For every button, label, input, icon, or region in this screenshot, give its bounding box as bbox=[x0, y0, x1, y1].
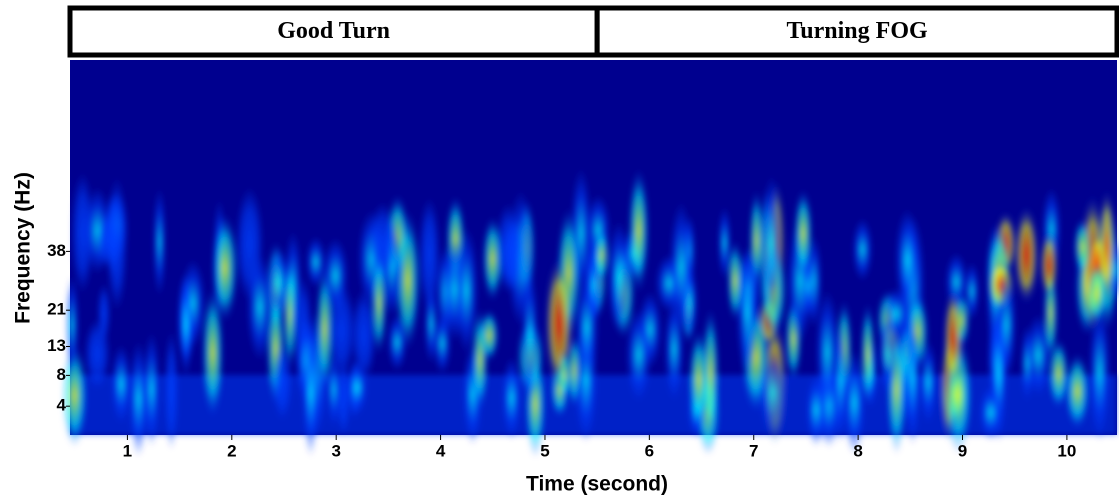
blob bbox=[1088, 303, 1111, 442]
x-tick-label: 1 bbox=[123, 441, 132, 460]
blob bbox=[626, 308, 652, 402]
x-tick-label: 5 bbox=[540, 441, 549, 460]
blob bbox=[964, 262, 980, 321]
blob bbox=[65, 275, 79, 375]
blob bbox=[351, 289, 377, 383]
intensity bbox=[62, 167, 1119, 458]
blob bbox=[794, 189, 813, 278]
x-tick-label: 9 bbox=[958, 441, 967, 460]
blob bbox=[1020, 324, 1034, 402]
blob bbox=[129, 340, 148, 458]
y-tick-label: 21 bbox=[47, 300, 66, 319]
blob bbox=[212, 214, 238, 323]
blob bbox=[153, 187, 166, 297]
blob bbox=[97, 283, 110, 344]
blob bbox=[306, 236, 326, 288]
blob bbox=[852, 218, 873, 282]
blob bbox=[111, 344, 132, 425]
blob bbox=[1014, 206, 1039, 304]
blob bbox=[718, 206, 731, 280]
y-tick-label: 13 bbox=[47, 336, 66, 355]
blob bbox=[833, 321, 848, 444]
segment-box bbox=[67, 5, 600, 58]
blob bbox=[62, 344, 87, 447]
blob bbox=[727, 240, 743, 322]
blob bbox=[861, 302, 875, 407]
blob bbox=[558, 349, 571, 401]
x-tick-label: 10 bbox=[1057, 441, 1076, 460]
x-tick-label: 8 bbox=[853, 441, 862, 460]
blob bbox=[327, 282, 356, 379]
blob bbox=[164, 330, 179, 450]
y-tick-label: 38 bbox=[47, 241, 66, 260]
blob bbox=[472, 308, 488, 412]
blob bbox=[500, 219, 528, 291]
blob bbox=[895, 208, 920, 311]
blob bbox=[594, 227, 609, 283]
blob bbox=[455, 227, 478, 355]
blob bbox=[418, 197, 440, 313]
blob bbox=[997, 271, 1017, 379]
blob bbox=[806, 373, 827, 447]
segment-label: Good Turn bbox=[277, 18, 390, 44]
plot-area bbox=[62, 60, 1119, 458]
y-axis-label: Frequency (Hz) bbox=[12, 172, 35, 324]
blob bbox=[283, 258, 297, 371]
blob bbox=[179, 274, 193, 378]
x-tick-label: 2 bbox=[227, 441, 236, 460]
segment-label: Turning FOG bbox=[786, 18, 927, 44]
blob bbox=[669, 201, 693, 333]
x-axis-label: Time (second) bbox=[526, 473, 668, 496]
blob bbox=[1087, 262, 1108, 326]
blob bbox=[628, 168, 649, 293]
x-tick-label: 4 bbox=[436, 441, 446, 460]
blob bbox=[761, 175, 783, 314]
y-tick-label: 4 bbox=[57, 396, 67, 415]
segment-box bbox=[594, 5, 1119, 58]
blob bbox=[607, 221, 631, 333]
x-tick-label: 3 bbox=[331, 441, 340, 460]
blob bbox=[302, 330, 319, 457]
blob bbox=[979, 384, 1003, 441]
blob bbox=[97, 213, 115, 269]
blob bbox=[502, 356, 522, 440]
blob bbox=[347, 360, 368, 415]
blob bbox=[1040, 231, 1058, 299]
blob bbox=[759, 349, 787, 436]
blob bbox=[904, 312, 921, 446]
blob bbox=[202, 288, 224, 418]
blob bbox=[878, 312, 897, 396]
blob bbox=[247, 253, 273, 361]
blob bbox=[521, 269, 539, 404]
blob bbox=[387, 313, 407, 371]
blob bbox=[336, 359, 351, 436]
blob bbox=[702, 307, 719, 440]
blob bbox=[943, 288, 963, 388]
blob bbox=[1074, 218, 1090, 276]
blob bbox=[272, 343, 292, 421]
x-tick-label: 7 bbox=[749, 441, 758, 460]
y-tick-label: 8 bbox=[57, 365, 66, 384]
blob bbox=[1065, 353, 1090, 430]
blob bbox=[371, 250, 387, 355]
x-tick-label: 6 bbox=[645, 441, 654, 460]
blob bbox=[843, 350, 865, 456]
